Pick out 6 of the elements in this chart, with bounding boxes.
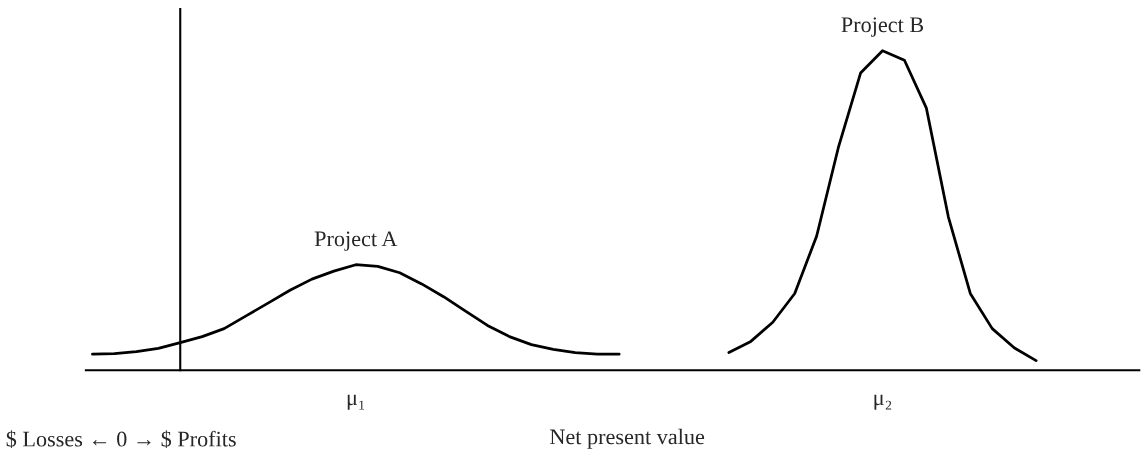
x-axis-title: Net present value: [550, 428, 705, 449]
x-tick-label: μ₁: [347, 394, 365, 410]
series-label: Project A: [314, 231, 398, 251]
series-label: Project B: [841, 17, 924, 37]
text: $ Losses ← 0 → $ Profits: [6, 430, 236, 449]
x-tick-label: μ₂: [874, 394, 892, 410]
